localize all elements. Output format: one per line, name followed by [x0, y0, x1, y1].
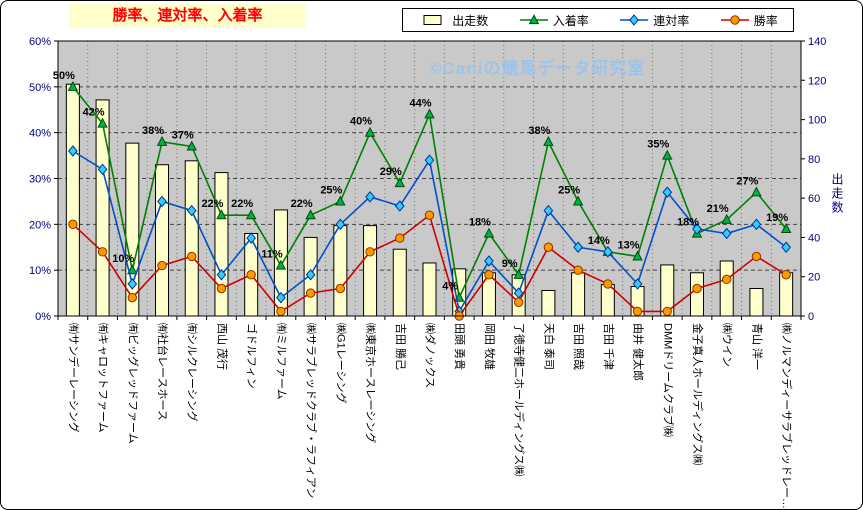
- svg-text:50%: 50%: [29, 82, 51, 94]
- svg-text:㈲シルクレーシング: ㈲シルクレーシング: [186, 323, 200, 422]
- svg-text:21%: 21%: [707, 203, 729, 215]
- plot-border: [57, 40, 802, 317]
- svg-text:29%: 29%: [380, 166, 402, 178]
- svg-text:0%: 0%: [35, 311, 51, 323]
- quinella-rate-line: [68, 145, 791, 318]
- placing-rate-line: [67, 80, 792, 302]
- svg-text:60: 60: [808, 193, 820, 205]
- svg-text:㈱ノルマンディーサラブレッドレー…: ㈱ノルマンディーサラブレッドレー…: [780, 323, 794, 509]
- svg-text:㈱東京ホースレーシング: ㈱東京ホースレーシング: [364, 323, 378, 443]
- svg-text:金子真人ホールディングス㈱: 金子真人ホールディングス㈱: [691, 323, 705, 465]
- svg-text:由井 健太郎: 由井 健太郎: [632, 323, 646, 381]
- svg-text:吉田 勝己: 吉田 勝己: [394, 323, 408, 370]
- legend: 出走数 入着率 連対率 勝率: [402, 8, 794, 32]
- legend-item-starts: 出走数: [418, 12, 488, 29]
- svg-text:60%: 60%: [29, 36, 51, 48]
- legend-item-quinella-rate: 連対率: [619, 12, 689, 29]
- svg-text:天白 泰司: 天白 泰司: [542, 323, 556, 370]
- legend-label-placing-rate: 入着率: [552, 13, 589, 28]
- svg-text:㈲ミルファーム: ㈲ミルファーム: [275, 323, 288, 400]
- diamond-marker-icon: [620, 14, 649, 26]
- starts-bar-series: [65, 83, 794, 317]
- right-axis-title: 出走数: [830, 173, 844, 215]
- svg-text:30%: 30%: [29, 174, 51, 186]
- svg-text:西山 茂行: 西山 茂行: [215, 323, 229, 370]
- svg-text:4%: 4%: [442, 281, 458, 293]
- svg-text:18%: 18%: [469, 217, 491, 229]
- svg-text:50%: 50%: [53, 70, 75, 82]
- svg-text:40%: 40%: [29, 128, 51, 140]
- svg-text:11%: 11%: [261, 249, 283, 261]
- axis-tick-labels: 0% 10% 20% 30% 40% 50% 60% 0 20 40 60 80 100 120 140: [29, 36, 826, 323]
- svg-text:13%: 13%: [618, 239, 640, 251]
- svg-text:22%: 22%: [201, 198, 223, 210]
- svg-text:20%: 20%: [29, 219, 51, 231]
- svg-text:80: 80: [808, 154, 820, 166]
- svg-text:㈲サンデーレーシング: ㈲サンデーレーシング: [67, 323, 81, 433]
- chart-title: 勝率、連対率、入着率: [69, 4, 306, 28]
- svg-text:了徳寺健二ホールディングス㈱: 了徳寺健二ホールディングス㈱: [513, 323, 527, 476]
- bar-swatch-icon: [423, 15, 442, 25]
- svg-text:44%: 44%: [409, 97, 431, 109]
- svg-text:40: 40: [808, 232, 820, 244]
- svg-text:㈱サラブレッドクラブ・ラフィアン: ㈱サラブレッドクラブ・ラフィアン: [305, 323, 319, 498]
- watermark: ©Caniの競馬データ研究室: [429, 59, 646, 78]
- legend-item-placing-rate: 入着率: [519, 12, 589, 29]
- svg-text:㈱ウイン: ㈱ウイン: [721, 323, 734, 367]
- svg-text:㈱ダノックス: ㈱ダノックス: [424, 323, 438, 388]
- legend-item-win-rate: 勝率: [720, 12, 778, 29]
- svg-text:19%: 19%: [766, 212, 788, 224]
- svg-text:35%: 35%: [647, 139, 669, 151]
- category-labels: ㈲サンデーレーシング ㈲キャロットファーム ㈲ビッグレッドファーム ㈲社台レースホース…: [67, 323, 794, 509]
- svg-text:9%: 9%: [502, 258, 518, 270]
- svg-text:22%: 22%: [291, 198, 313, 210]
- svg-text:18%: 18%: [677, 217, 699, 229]
- svg-text:42%: 42%: [83, 107, 105, 119]
- legend-label-quinella-rate: 連対率: [653, 13, 690, 28]
- svg-text:岡田 牧雄: 岡田 牧雄: [483, 323, 497, 370]
- svg-text:10%: 10%: [112, 253, 134, 265]
- svg-text:青山 洋一: 青山 洋一: [750, 323, 764, 370]
- svg-text:吉田 照哉: 吉田 照哉: [572, 323, 586, 370]
- legend-label-win-rate: 勝率: [753, 13, 778, 28]
- svg-text:㈲ビッグレッドファーム: ㈲ビッグレッドファーム: [126, 323, 140, 444]
- svg-text:100: 100: [808, 115, 826, 127]
- svg-text:25%: 25%: [558, 184, 580, 196]
- svg-text:0: 0: [808, 311, 814, 323]
- svg-text:10%: 10%: [29, 265, 51, 277]
- svg-text:吉田 千津: 吉田 千津: [602, 323, 615, 370]
- svg-text:140: 140: [808, 36, 826, 48]
- svg-text:田頭 勇貴: 田頭 勇貴: [453, 323, 467, 370]
- svg-text:㈱G1レーシング: ㈱G1レーシング: [334, 323, 348, 403]
- triangle-marker-icon: [519, 14, 548, 25]
- svg-text:37%: 37%: [172, 129, 194, 141]
- svg-text:DMMドリームクラブ㈱: DMMドリームクラブ㈱: [661, 323, 675, 437]
- svg-text:27%: 27%: [736, 175, 758, 187]
- svg-text:38%: 38%: [142, 125, 164, 137]
- svg-text:38%: 38%: [528, 125, 550, 137]
- svg-text:14%: 14%: [588, 235, 610, 247]
- legend-label-starts: 出走数: [452, 13, 489, 28]
- svg-text:22%: 22%: [231, 198, 253, 210]
- svg-text:ゴドルフィン: ゴドルフィン: [245, 323, 259, 389]
- svg-text:㈲キャロットファーム: ㈲キャロットファーム: [97, 323, 110, 433]
- svg-text:㈲社台レースホース: ㈲社台レースホース: [156, 323, 170, 421]
- svg-text:120: 120: [808, 75, 826, 87]
- data-labels: 50% 42% 10% 38% 37% 22% 22% 11% 22% 25% 40% 29% 44% 4…: [53, 70, 789, 293]
- svg-text:25%: 25%: [320, 184, 342, 196]
- win-rate-line: [68, 210, 791, 321]
- svg-text:20: 20: [808, 272, 820, 284]
- circle-marker-icon: [720, 15, 749, 25]
- svg-text:40%: 40%: [350, 116, 372, 128]
